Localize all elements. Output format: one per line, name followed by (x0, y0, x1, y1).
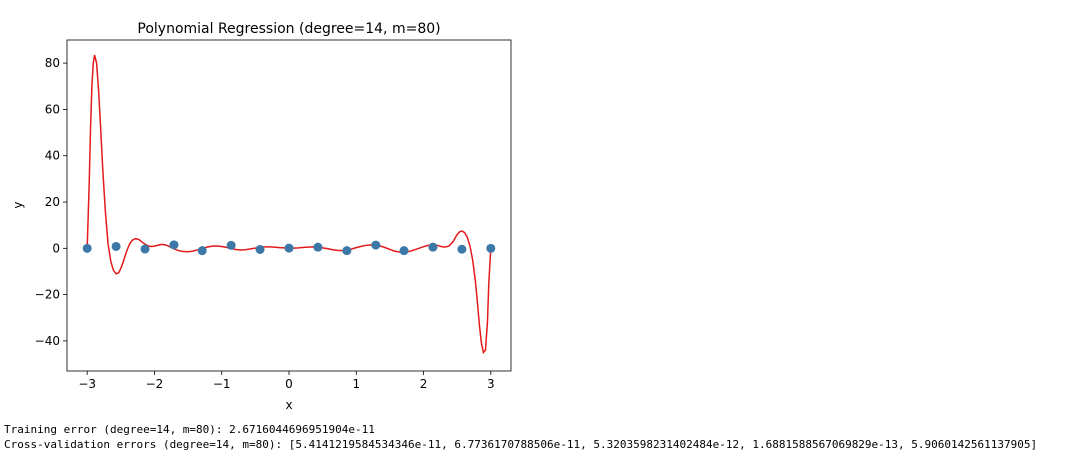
y-tick-label: 40 (45, 149, 60, 163)
chart-title: Polynomial Regression (degree=14, m=80) (137, 21, 440, 37)
y-tick-label: 80 (45, 56, 60, 70)
data-point (371, 240, 381, 250)
regression-chart: Polynomial Regression (degree=14, m=80) … (11, 21, 512, 412)
y-tick-label: 20 (45, 195, 60, 209)
x-axis-label: x (285, 398, 292, 412)
x-tick-label: 3 (487, 377, 495, 391)
x-tick-label: 2 (420, 377, 428, 391)
x-tick-label: 1 (352, 377, 360, 391)
y-tick-label: 60 (45, 102, 60, 116)
y-tick-label: 0 (52, 241, 60, 255)
data-point (111, 241, 121, 251)
y-axis: −40 −20 0 20 40 60 80 (35, 56, 67, 348)
data-point (313, 242, 323, 252)
x-axis: −3 −2 −1 0 1 2 3 (78, 371, 495, 391)
data-point (169, 240, 179, 250)
data-point (197, 246, 207, 256)
data-point (457, 244, 467, 254)
x-tick-label: −1 (213, 377, 231, 391)
data-point (140, 244, 150, 254)
data-point (82, 243, 92, 253)
x-tick-label: −2 (146, 377, 164, 391)
data-point (342, 246, 352, 256)
data-points (82, 240, 496, 256)
x-tick-label: −3 (78, 377, 96, 391)
data-point (284, 243, 294, 253)
y-tick-label: −40 (35, 334, 60, 348)
data-point (399, 246, 409, 256)
data-point (226, 240, 236, 250)
plot-area (66, 39, 512, 372)
y-axis-label: y (11, 201, 25, 208)
data-point (486, 243, 496, 253)
x-tick-label: 0 (285, 377, 293, 391)
data-point (255, 244, 265, 254)
cv-errors-text: Cross-validation errors (degree=14, m=80… (4, 438, 1038, 451)
fit-curve (86, 54, 492, 355)
y-tick-label: −20 (35, 288, 60, 302)
data-point (428, 242, 438, 252)
training-error-text: Training error (degree=14, m=80): 2.6716… (4, 423, 375, 436)
